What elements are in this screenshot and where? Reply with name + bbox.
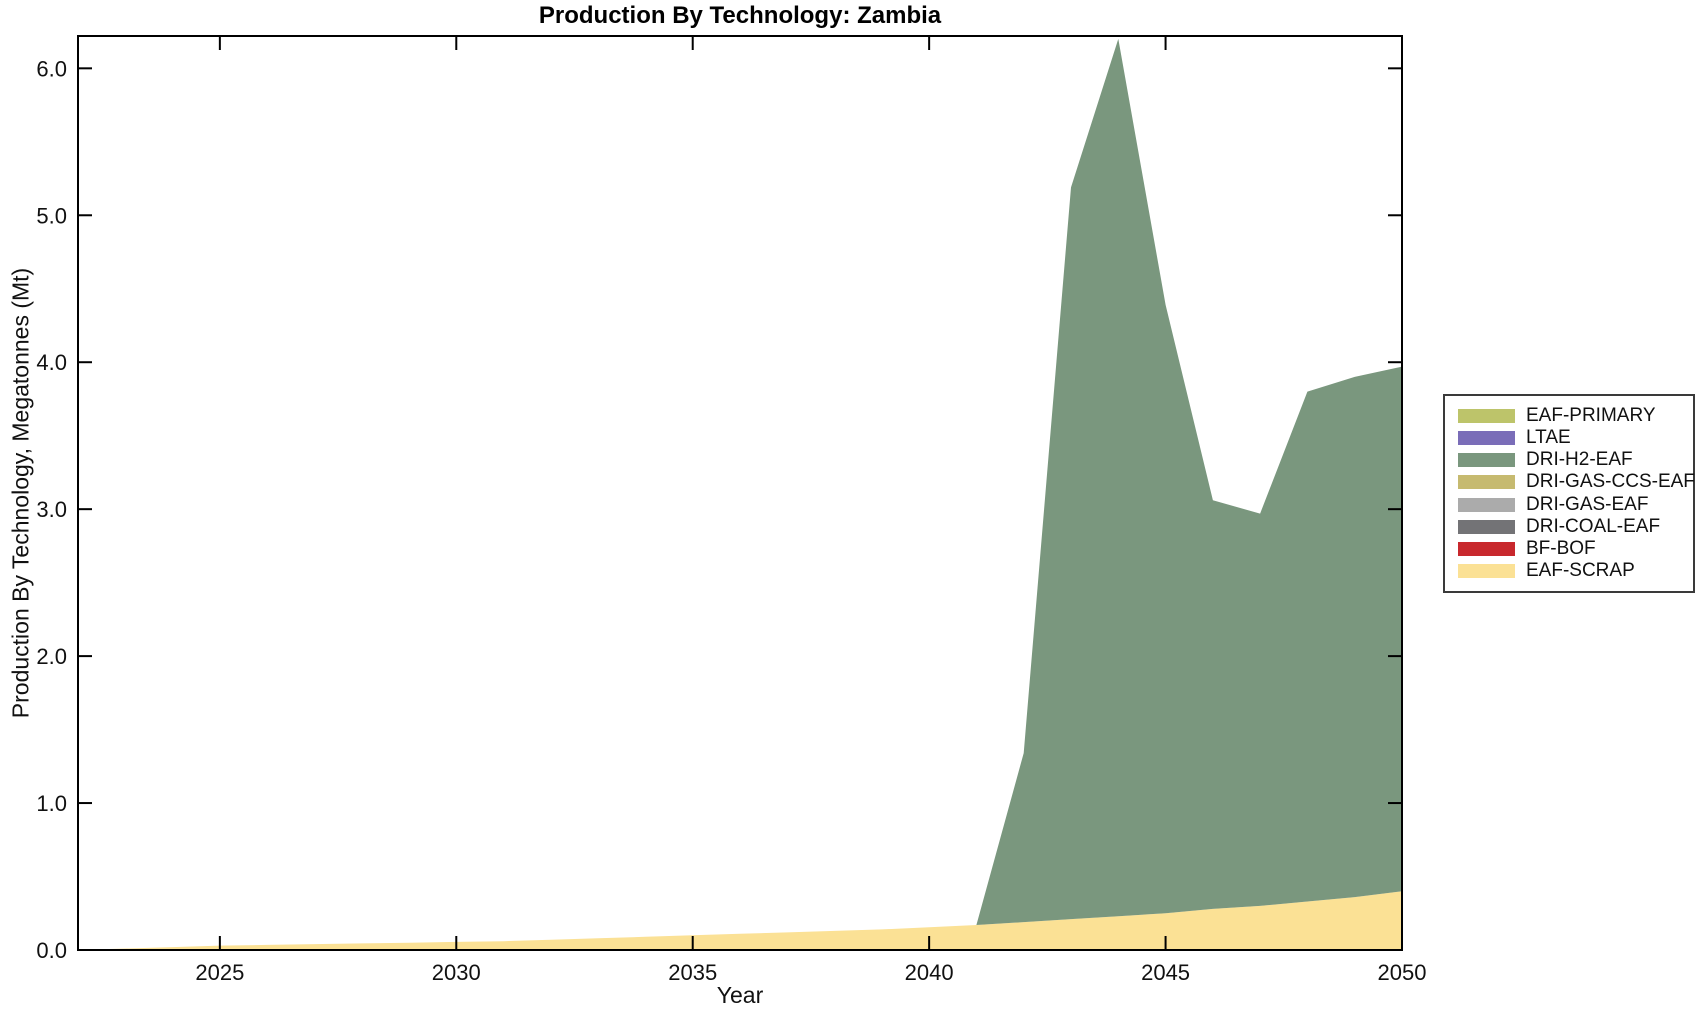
legend-item-dri-gas-eaf: DRI-GAS-EAF <box>1458 494 1680 516</box>
y-tick-label: 6.0 <box>36 56 67 81</box>
x-tick-label: 2035 <box>668 960 717 985</box>
legend-label: DRI-GAS-EAF <box>1526 493 1649 515</box>
legend-item-eaf-primary: EAF-PRIMARY <box>1458 405 1680 427</box>
legend-swatch-bf-bof <box>1458 541 1515 556</box>
y-tick-label: 5.0 <box>36 203 67 228</box>
legend-label: EAF-PRIMARY <box>1526 405 1656 426</box>
y-tick-label: 4.0 <box>36 350 67 375</box>
legend-item-ltae: LTAE <box>1458 427 1680 449</box>
legend-item-bf-bof: BF-BOF <box>1458 538 1680 560</box>
legend-item-dri-gas-ccs-eaf: DRI-GAS-CCS-EAF <box>1458 471 1695 493</box>
legend-label: EAF-SCRAP <box>1526 559 1635 581</box>
legend-label: DRI-GAS-CCS-EAF <box>1526 471 1695 493</box>
legend-item-dri-h2-eaf: DRI-H2-EAF <box>1458 449 1680 471</box>
legend-label: DRI-COAL-EAF <box>1526 515 1661 537</box>
legend-item-dri-coal-eaf: DRI-COAL-EAF <box>1458 516 1680 538</box>
area-dri-h2-eaf <box>78 38 1402 950</box>
legend-label: DRI-H2-EAF <box>1526 449 1633 471</box>
y-tick-label: 3.0 <box>36 497 67 522</box>
legend-swatch-eaf-primary <box>1458 409 1515 423</box>
area-eaf-scrap <box>78 891 1402 950</box>
x-tick-label: 2025 <box>195 960 244 985</box>
legend-swatch-eaf-scrap <box>1458 563 1515 578</box>
legend: EAF-PRIMARY LTAE DRI-H2-EAF DRI-GAS-CCS-EAF… <box>1443 394 1695 593</box>
legend-swatch-dri-coal-eaf <box>1458 519 1515 534</box>
axes-frame <box>77 35 1403 951</box>
legend-label: LTAE <box>1526 427 1571 449</box>
legend-swatch-dri-gas-ccs-eaf <box>1458 475 1515 490</box>
legend-swatch-dri-h2-eaf <box>1458 453 1515 468</box>
y-tick-label: 1.0 <box>36 791 67 816</box>
x-axis-label: Year <box>716 982 764 1008</box>
x-tick-label: 2045 <box>1141 960 1190 985</box>
x-tick-label: 2040 <box>905 960 954 985</box>
legend-label: BF-BOF <box>1526 537 1596 559</box>
chart-title: Production By Technology: Zambia <box>538 2 942 29</box>
legend-swatch-ltae <box>1458 431 1515 446</box>
legend-swatch-dri-gas-eaf <box>1458 497 1515 512</box>
y-tick-label: 2.0 <box>36 644 67 669</box>
x-tick-label: 2050 <box>1378 960 1427 985</box>
y-tick-label: 0.0 <box>36 938 67 963</box>
legend-item-eaf-scrap: EAF-SCRAP <box>1458 560 1680 582</box>
x-tick-label: 2030 <box>432 960 481 985</box>
